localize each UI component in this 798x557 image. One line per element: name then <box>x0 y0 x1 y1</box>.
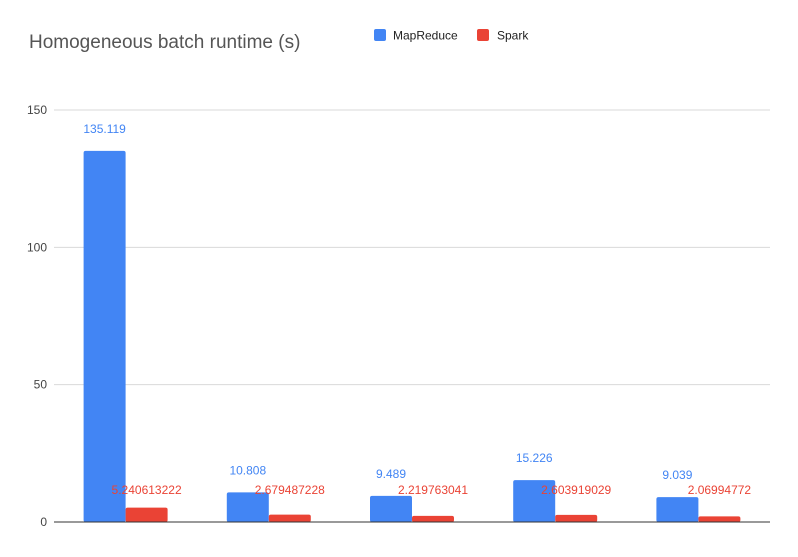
y-tick-label: 50 <box>34 378 48 392</box>
legend-swatch-spark <box>477 29 489 41</box>
bar-mapreduce-2 <box>226 492 269 522</box>
legend-label-spark: Spark <box>497 29 529 43</box>
data-label-mapreduce-1: 135.119 <box>83 122 126 136</box>
bar-mapreduce-1 <box>83 150 126 522</box>
data-label-spark-5: 2.06994772 <box>688 483 752 497</box>
bar-mapreduce-3 <box>370 495 412 522</box>
y-tick-label: 0 <box>40 515 47 529</box>
chart-title: Homogeneous batch runtime (s) <box>29 32 300 53</box>
bar-spark-1 <box>125 507 168 522</box>
data-label-mapreduce-3: 9.489 <box>376 467 406 481</box>
bar-mapreduce-5 <box>656 497 699 522</box>
data-label-spark-3: 2.219763041 <box>398 483 468 497</box>
bar-spark-5 <box>698 516 741 522</box>
legend-swatch-mapreduce <box>374 29 386 41</box>
data-label-mapreduce-4: 15.226 <box>516 451 553 465</box>
gridlines <box>54 109 770 386</box>
data-label-mapreduce-2: 10.808 <box>229 463 266 477</box>
bar-spark-2 <box>268 514 311 522</box>
data-label-spark-4: 2.603919029 <box>541 483 611 497</box>
bar-spark-4 <box>555 514 598 522</box>
y-tick-label: 150 <box>27 103 47 117</box>
y-tick-label: 100 <box>27 240 47 254</box>
data-label-mapreduce-5: 9.039 <box>662 468 692 482</box>
data-label-spark-2: 2.679487228 <box>255 483 325 497</box>
data-labels: 135.119 5.240613222 10.808 2.679487228 9.489… <box>83 122 751 497</box>
bar-mapreduce-4 <box>513 480 556 522</box>
legend-label-mapreduce: MapReduce <box>393 29 458 43</box>
y-axis-ticks: 0 50 100 150 <box>27 103 47 529</box>
bars <box>83 150 741 522</box>
data-label-spark-1: 5.240613222 <box>112 483 182 497</box>
bar-spark-3 <box>412 515 454 522</box>
legend: MapReduce Spark <box>374 29 529 43</box>
